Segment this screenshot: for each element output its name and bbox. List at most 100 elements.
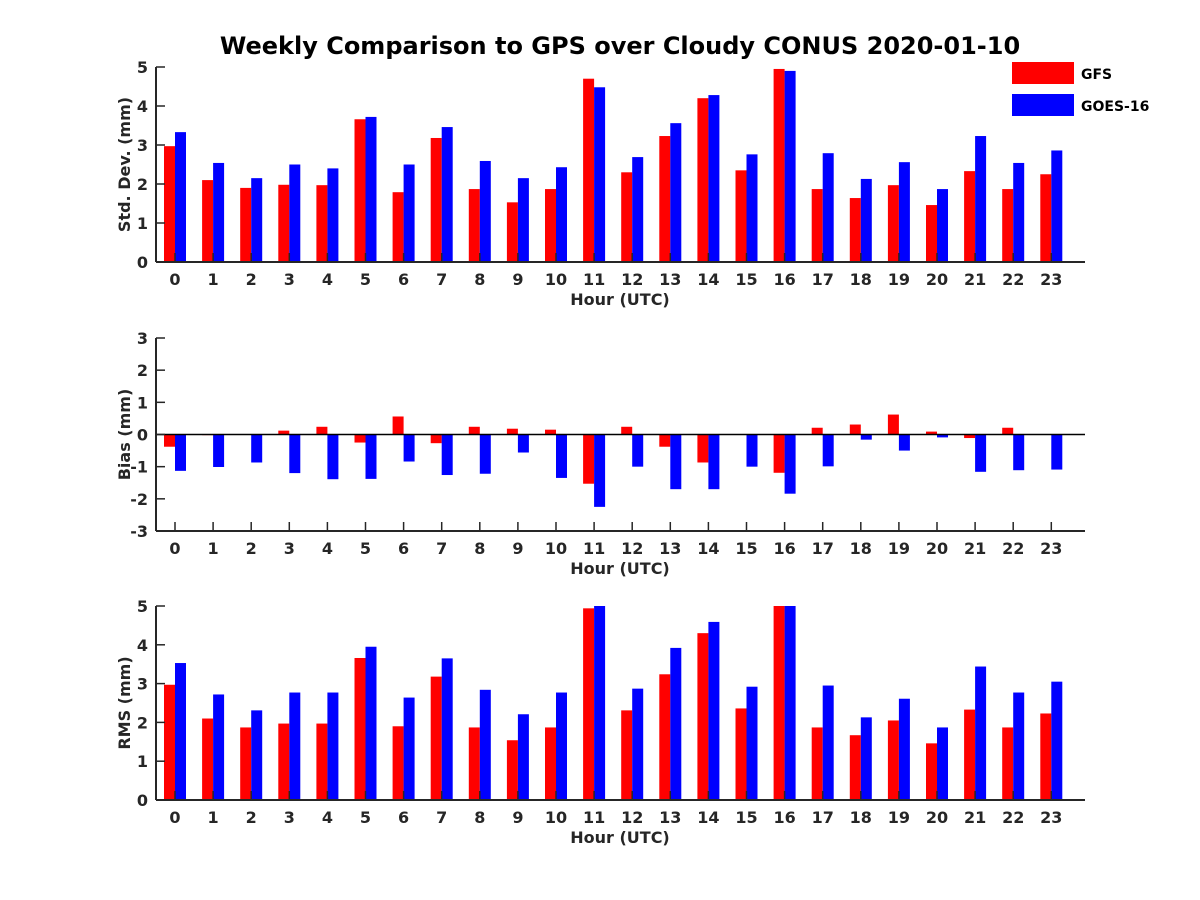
y-axis-label: Bias (mm) xyxy=(115,389,134,481)
y-tick-label: 4 xyxy=(137,636,148,655)
legend: GFS GOES-16 xyxy=(1012,62,1149,116)
x-tick-label: 18 xyxy=(850,539,872,558)
x-tick-label: 0 xyxy=(169,539,180,558)
bar-goes16-hour-6 xyxy=(403,164,415,262)
y-tick-label: 2 xyxy=(137,175,148,194)
bar-goes16-hour-0 xyxy=(175,132,186,262)
bar-goes16-hour-9 xyxy=(517,714,529,800)
bar-gfs-hour-9 xyxy=(506,202,518,262)
bar-gfs-hour-21 xyxy=(964,709,976,800)
bar-goes16-hour-16 xyxy=(784,70,796,263)
x-tick-label: 18 xyxy=(850,270,872,289)
x-tick-label: 7 xyxy=(436,539,447,558)
bar-goes16-hour-2 xyxy=(251,710,263,800)
bar-goes16-hour-19 xyxy=(898,162,910,262)
x-tick-label: 2 xyxy=(246,539,257,558)
x-tick-label: 2 xyxy=(246,808,257,827)
bar-goes16-hour-21 xyxy=(975,666,987,800)
x-tick-label: 23 xyxy=(1040,270,1062,289)
bar-gfs-hour-4 xyxy=(316,426,328,435)
bar-gfs-hour-13 xyxy=(659,434,671,447)
bar-gfs-hour-18 xyxy=(849,735,861,800)
bar-goes16-hour-7 xyxy=(441,127,453,262)
x-tick-label: 22 xyxy=(1002,808,1024,827)
x-tick-label: 9 xyxy=(512,539,523,558)
bar-goes16-hour-12 xyxy=(632,157,644,262)
bar-gfs-hour-11 xyxy=(583,608,595,800)
bar-goes16-hour-0 xyxy=(175,434,186,471)
bar-gfs-hour-11 xyxy=(583,434,595,484)
bar-goes16-hour-3 xyxy=(289,692,301,800)
bar-goes16-hour-3 xyxy=(289,434,301,474)
bar-goes16-hour-4 xyxy=(327,692,339,800)
bar-gfs-hour-1 xyxy=(202,718,214,800)
bar-gfs-hour-4 xyxy=(316,185,328,262)
x-tick-label: 19 xyxy=(888,270,910,289)
x-tick-label: 19 xyxy=(888,539,910,558)
y-tick-label: 1 xyxy=(137,393,148,412)
x-axis-label: Hour (UTC) xyxy=(570,828,670,847)
bar-gfs-hour-0 xyxy=(164,434,175,447)
bar-goes16-hour-17 xyxy=(822,685,834,800)
y-tick-label: 0 xyxy=(137,253,148,272)
y-tick-label: -2 xyxy=(130,490,148,509)
bar-goes16-hour-13 xyxy=(670,434,682,490)
legend-swatch-goes16 xyxy=(1012,94,1074,116)
x-tick-label: 10 xyxy=(545,270,567,289)
x-tick-label: 5 xyxy=(360,539,371,558)
bar-goes16-hour-13 xyxy=(670,647,682,800)
bar-gfs-hour-16 xyxy=(773,434,785,473)
bar-goes16-hour-19 xyxy=(898,698,910,800)
x-tick-label: 22 xyxy=(1002,539,1024,558)
bar-gfs-hour-16 xyxy=(773,606,785,800)
x-tick-label: 0 xyxy=(169,270,180,289)
bar-gfs-hour-18 xyxy=(849,424,861,435)
bar-gfs-hour-6 xyxy=(392,726,404,800)
bar-gfs-hour-17 xyxy=(811,427,823,435)
x-tick-label: 6 xyxy=(398,270,409,289)
bar-goes16-hour-5 xyxy=(365,116,377,262)
x-tick-label: 13 xyxy=(659,808,681,827)
x-tick-label: 15 xyxy=(735,539,757,558)
x-tick-label: 10 xyxy=(545,808,567,827)
bar-gfs-hour-6 xyxy=(392,416,404,435)
bar-gfs-hour-13 xyxy=(659,674,671,800)
x-tick-label: 17 xyxy=(812,808,834,827)
y-tick-label: 3 xyxy=(137,675,148,694)
bar-goes16-hour-19 xyxy=(898,434,910,451)
x-tick-label: 12 xyxy=(621,270,643,289)
bar-goes16-hour-8 xyxy=(479,689,491,800)
bar-gfs-hour-2 xyxy=(240,187,252,262)
bar-goes16-hour-16 xyxy=(784,606,796,800)
bar-goes16-hour-10 xyxy=(556,692,567,800)
bar-goes16-hour-23 xyxy=(1051,434,1063,470)
x-tick-label: 11 xyxy=(583,539,605,558)
x-tick-label: 18 xyxy=(850,808,872,827)
bar-gfs-hour-8 xyxy=(468,189,480,262)
y-tick-label: 1 xyxy=(137,752,148,771)
bar-goes16-hour-8 xyxy=(479,160,491,262)
bar-goes16-hour-14 xyxy=(708,95,720,262)
bar-goes16-hour-10 xyxy=(556,167,567,262)
bar-gfs-hour-5 xyxy=(354,119,366,262)
x-tick-label: 5 xyxy=(360,808,371,827)
x-tick-label: 13 xyxy=(659,539,681,558)
x-axis-label: Hour (UTC) xyxy=(570,290,670,309)
bar-goes16-hour-18 xyxy=(860,717,872,800)
x-tick-label: 9 xyxy=(512,808,523,827)
x-tick-label: 8 xyxy=(474,808,485,827)
bar-goes16-hour-1 xyxy=(213,434,225,467)
bar-gfs-hour-5 xyxy=(354,434,366,443)
bar-gfs-hour-3 xyxy=(278,184,290,262)
x-tick-label: 16 xyxy=(773,270,795,289)
y-tick-label: 5 xyxy=(137,597,148,616)
bar-gfs-hour-16 xyxy=(773,68,785,262)
x-tick-label: 20 xyxy=(926,808,948,827)
y-tick-label: 3 xyxy=(137,329,148,348)
bar-goes16-hour-5 xyxy=(365,434,377,479)
bar-gfs-hour-17 xyxy=(811,727,823,800)
bar-goes16-hour-15 xyxy=(746,434,758,467)
bar-goes16-hour-8 xyxy=(479,434,491,474)
